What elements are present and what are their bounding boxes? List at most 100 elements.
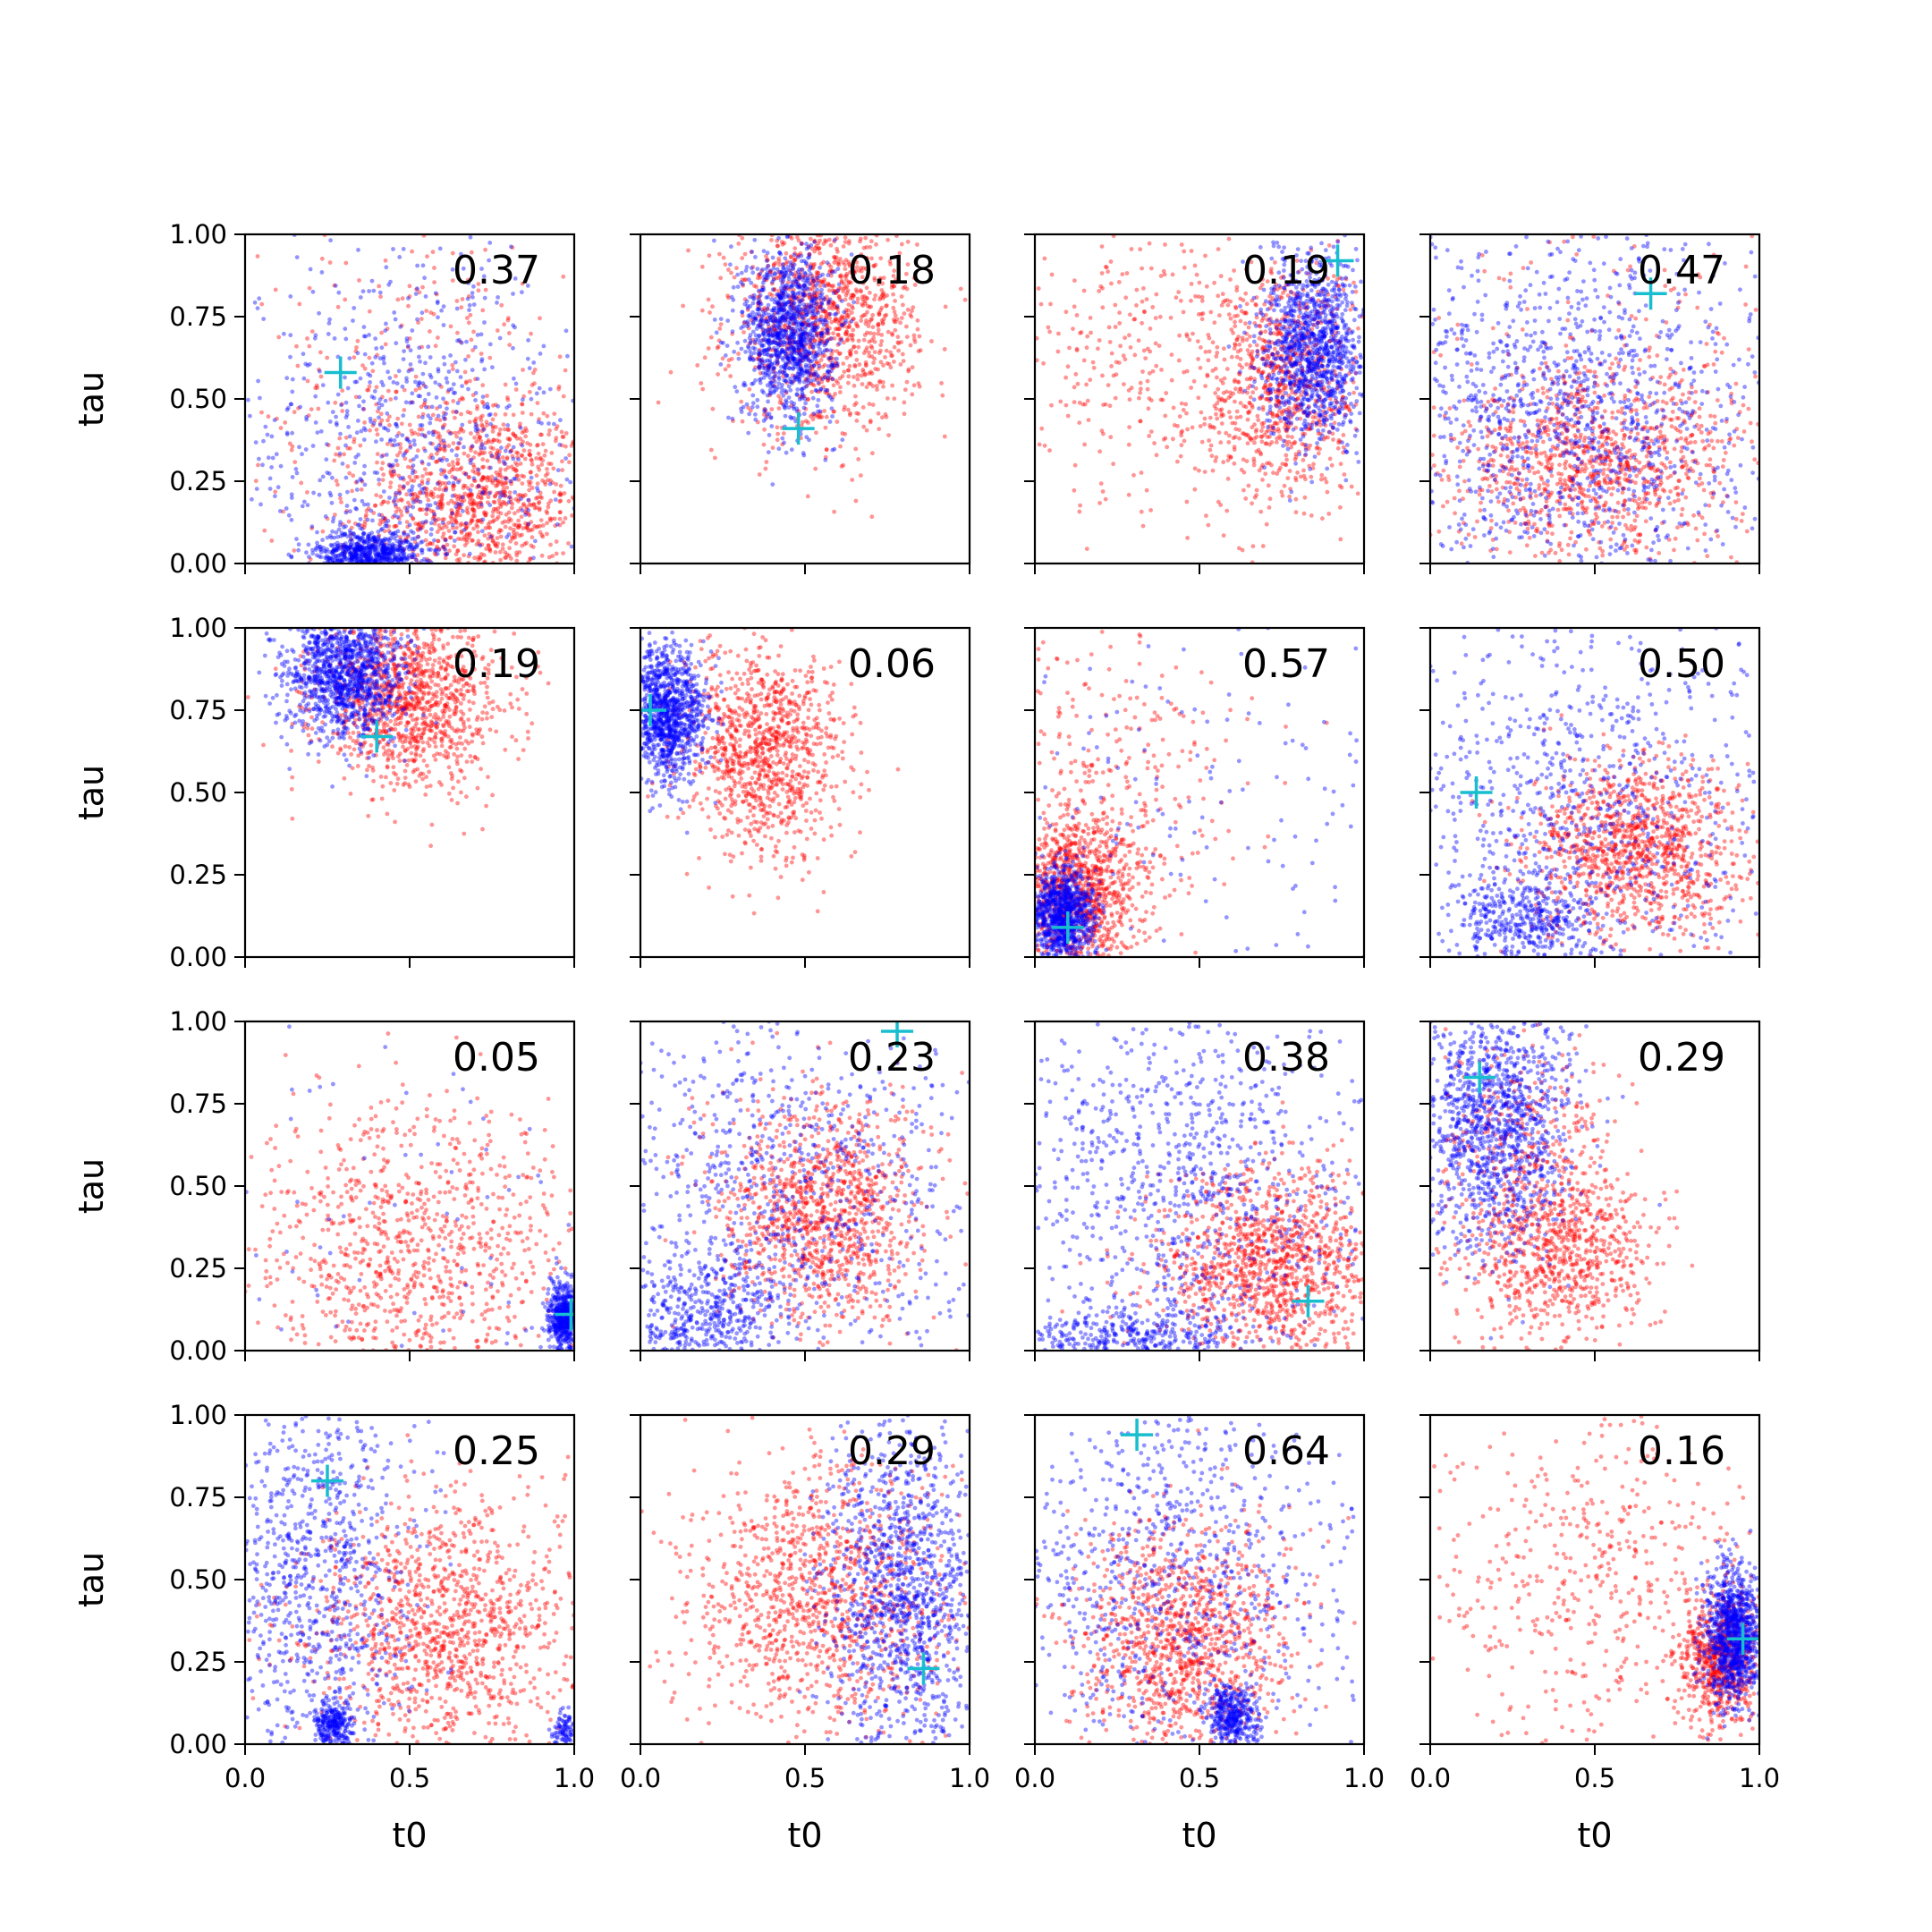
point-blue [807, 267, 812, 273]
point-red [804, 302, 809, 308]
point-red [516, 524, 521, 530]
point-blue [411, 530, 416, 535]
point-blue [776, 375, 782, 379]
point-red [821, 309, 826, 314]
point-blue [359, 559, 364, 564]
point-red [476, 483, 481, 488]
point-red [819, 336, 824, 341]
point-blue [463, 521, 469, 526]
point-blue [804, 242, 809, 247]
point-blue [755, 397, 760, 402]
point-blue [426, 558, 431, 564]
point-red [567, 460, 572, 465]
point-blue [431, 432, 436, 437]
point-blue [260, 462, 265, 468]
point-red [806, 323, 810, 328]
point-blue [372, 536, 377, 541]
point-red [314, 383, 319, 388]
point-blue [829, 336, 834, 341]
point-red [478, 555, 483, 560]
point-blue [771, 376, 776, 380]
point-red [843, 431, 848, 436]
point-red [839, 464, 844, 469]
point-red [275, 416, 279, 421]
point-red [716, 338, 722, 343]
point-blue [381, 545, 386, 550]
point-blue [792, 364, 798, 369]
point-red [377, 533, 382, 538]
point-blue [762, 409, 767, 414]
point-blue [343, 545, 349, 549]
point-red [562, 491, 567, 496]
point-blue [776, 306, 782, 311]
point-blue [376, 551, 381, 556]
point-blue [379, 541, 385, 546]
point-red [1225, 302, 1231, 308]
point-blue [791, 326, 796, 332]
point-blue [498, 490, 503, 496]
point-blue [527, 366, 532, 370]
point-red [381, 472, 386, 477]
point-blue [486, 405, 490, 410]
point-blue [428, 441, 433, 445]
point-blue [388, 536, 394, 540]
point-red [537, 501, 541, 505]
point-red [792, 274, 797, 278]
point-red [785, 352, 791, 356]
point-red [482, 511, 487, 516]
point-red [469, 431, 473, 436]
point-blue [758, 301, 763, 306]
point-red [495, 517, 499, 521]
point-red [817, 413, 822, 419]
point-red [894, 280, 899, 285]
point-blue [343, 531, 348, 537]
point-red [535, 443, 540, 447]
point-red [487, 548, 493, 554]
point-red [780, 279, 785, 284]
point-red [790, 326, 795, 332]
point-blue [433, 548, 438, 553]
point-red [508, 448, 513, 453]
point-blue [840, 322, 844, 327]
point-red [466, 494, 470, 498]
point-red [836, 294, 842, 299]
point-red [294, 343, 299, 349]
point-blue [352, 552, 358, 556]
point-blue [766, 322, 771, 326]
point-blue [400, 550, 405, 555]
point-red [480, 490, 485, 496]
point-red [471, 464, 477, 470]
point-red [428, 541, 433, 546]
point-blue [445, 406, 449, 411]
point-red [732, 275, 737, 280]
point-red [542, 479, 547, 485]
point-blue [808, 272, 813, 276]
point-blue [473, 344, 478, 350]
point-red [513, 535, 518, 540]
point-red [413, 557, 419, 562]
point-blue [369, 419, 373, 424]
point-red [462, 535, 467, 539]
point-red [377, 521, 383, 527]
point-red [716, 344, 721, 349]
point-blue [405, 437, 411, 443]
point-blue [336, 527, 342, 532]
point-blue [815, 301, 819, 307]
point-blue [392, 498, 397, 504]
point-red [877, 310, 882, 316]
point-red [489, 533, 495, 538]
point-red [851, 317, 855, 322]
point-blue [797, 379, 802, 385]
point-blue [797, 335, 801, 339]
point-red [425, 254, 429, 259]
point-blue [379, 453, 385, 459]
point-red [830, 366, 835, 371]
point-blue [767, 346, 772, 352]
point-red [440, 502, 445, 506]
point-blue [791, 301, 796, 306]
point-red [476, 504, 481, 510]
point-red [456, 505, 462, 510]
point-blue [538, 352, 543, 356]
point-red [465, 524, 470, 529]
